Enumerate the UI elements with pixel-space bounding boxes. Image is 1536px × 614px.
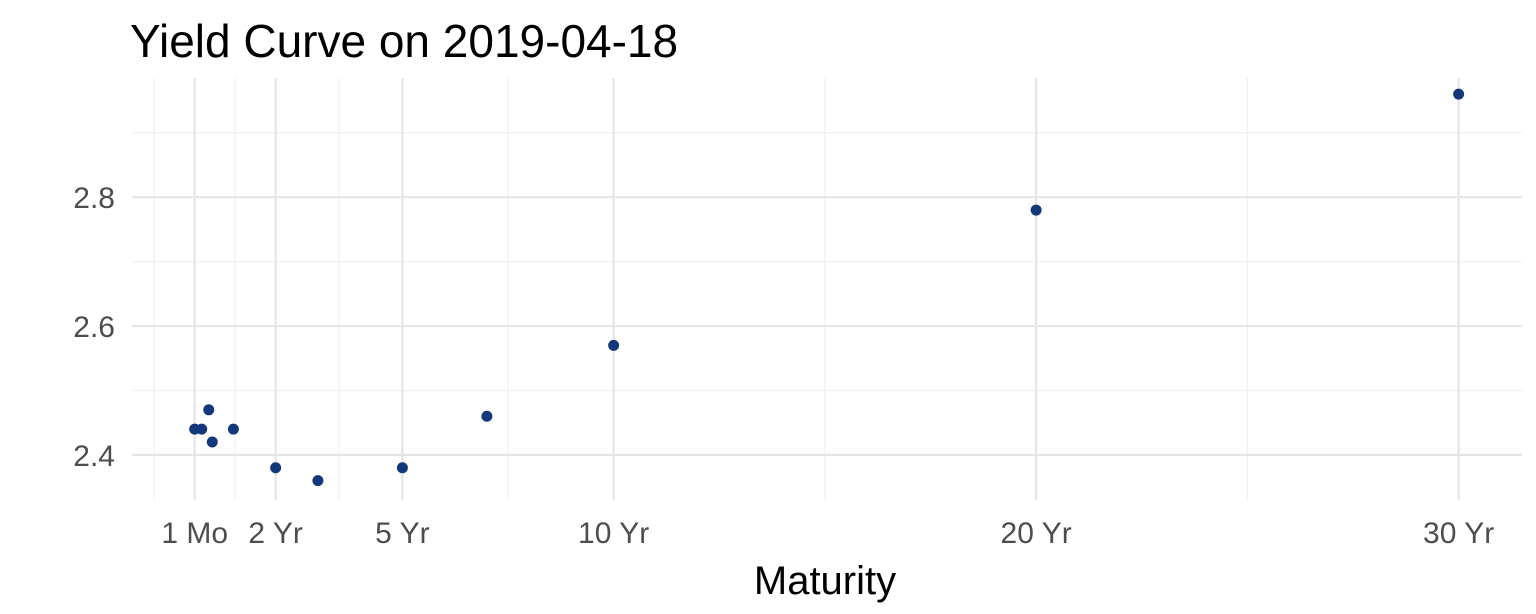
y-axis-ticks: 2.4 2.6 2.8 [73, 182, 115, 473]
data-point [196, 423, 208, 435]
x-axis-label: Maturity [754, 559, 896, 603]
data-point [206, 436, 218, 448]
y-tick-label: 2.8 [73, 182, 115, 215]
x-axis-ticks: 1 Mo 2 Yr 5 Yr 10 Yr 20 Yr 30 Yr [161, 517, 1494, 550]
y-tick-label: 2.6 [73, 311, 115, 344]
x-tick-label: 2 Yr [248, 517, 302, 550]
y-tick-label: 2.4 [73, 440, 115, 473]
chart-title: Yield Curve on 2019-04-18 [130, 15, 678, 67]
x-tick-label: 5 Yr [375, 517, 429, 550]
x-tick-label: 10 Yr [578, 517, 649, 550]
x-tick-label: 20 Yr [1001, 517, 1072, 550]
data-point [270, 462, 282, 474]
x-tick-label: 30 Yr [1423, 517, 1494, 550]
data-points [189, 88, 1465, 487]
data-point [1453, 88, 1465, 100]
data-point [227, 423, 239, 435]
data-point [608, 339, 620, 351]
grid [132, 78, 1522, 500]
data-point [481, 410, 493, 422]
x-tick-label: 1 Mo [161, 517, 228, 550]
data-point [312, 475, 324, 487]
data-point [396, 462, 408, 474]
data-point [1030, 204, 1042, 216]
data-point [203, 404, 215, 416]
